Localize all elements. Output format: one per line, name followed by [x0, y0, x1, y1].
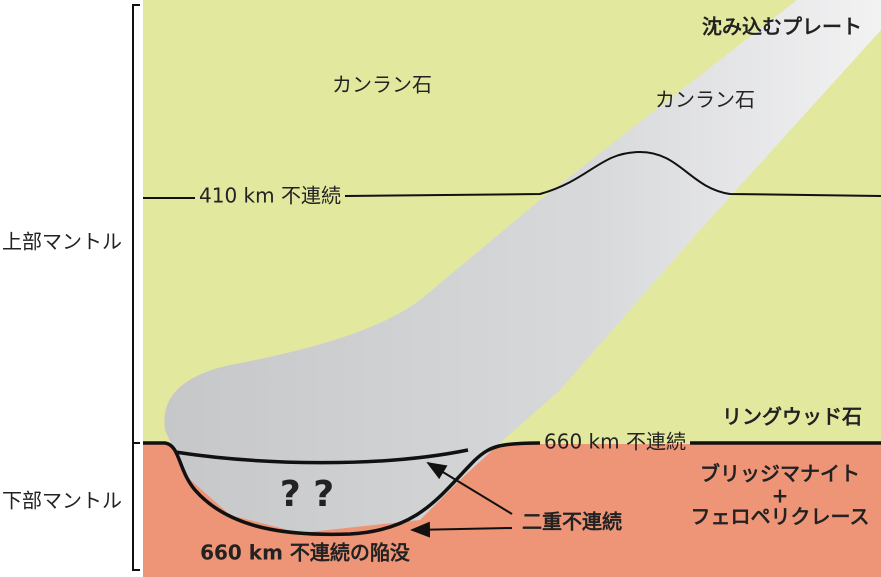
- label: +: [772, 484, 789, 508]
- label: 二重不連続: [522, 510, 622, 534]
- layer-label: 上部マントル: [2, 230, 122, 254]
- layer-label: 下部マントル: [2, 489, 122, 513]
- label: フェロペリクレース: [691, 505, 870, 529]
- label: 660 km 不連続の陥没: [200, 541, 411, 565]
- label: 沈み込むプレート: [702, 15, 862, 39]
- label: ブリッジマナイト: [700, 462, 860, 486]
- slab: [164, 0, 881, 533]
- label: 410 km 不連続: [199, 184, 341, 208]
- bracket: [132, 4, 140, 571]
- label: カンラン石: [655, 88, 755, 112]
- label: ? ?: [280, 474, 334, 515]
- d410-line: [143, 150, 881, 199]
- arrow: [410, 521, 513, 538]
- label: 660 km 不連続: [544, 430, 686, 454]
- double-line: [174, 448, 469, 465]
- d660-line: [143, 441, 881, 537]
- label: リングウッド石: [722, 405, 862, 429]
- label: カンラン石: [332, 73, 432, 97]
- arrow: [426, 461, 513, 515]
